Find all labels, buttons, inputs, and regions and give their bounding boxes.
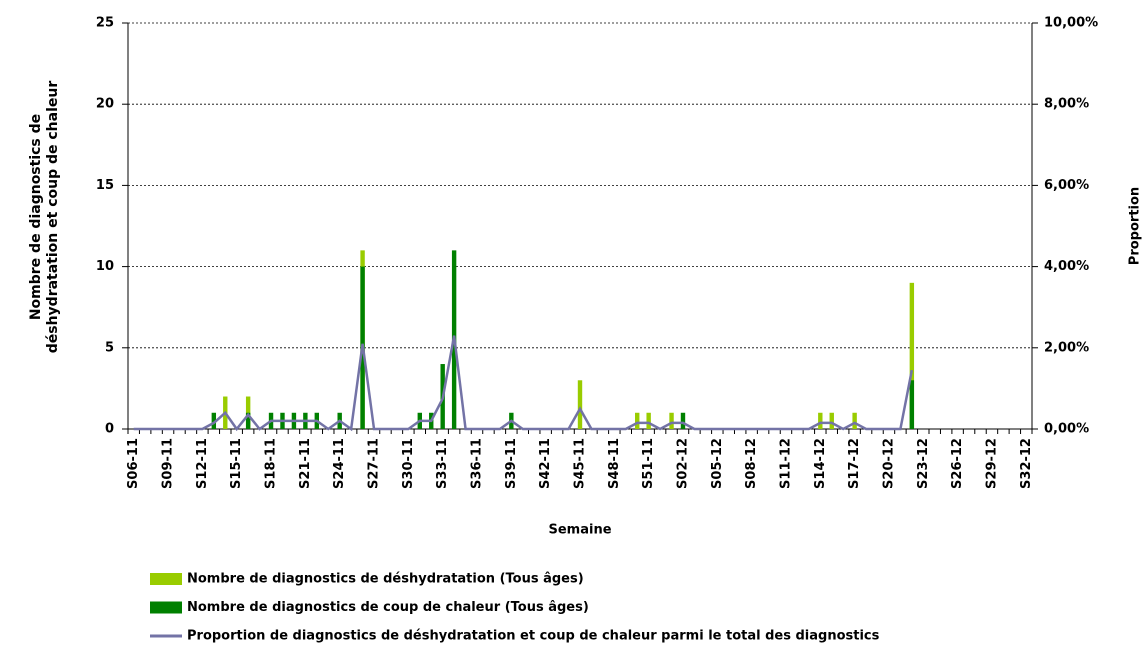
- y-tick-label: 25: [96, 16, 114, 31]
- y2-axis-label: Proportion: [1128, 187, 1143, 265]
- x-tick-label: S21-11: [298, 438, 313, 489]
- x-tick-label: S42-11: [538, 438, 553, 489]
- x-tick-label: S09-11: [161, 438, 176, 489]
- bar: [680, 412, 686, 429]
- y-tick-label: 20: [96, 97, 114, 112]
- x-tick-label: S20-12: [881, 438, 896, 489]
- x-tick-label: S39-11: [504, 438, 519, 489]
- bar: [245, 412, 251, 429]
- x-tick-label: S51-11: [641, 438, 656, 489]
- legend-label: Proportion de diagnostics de déshydratat…: [187, 629, 880, 644]
- x-tick-label: S23-12: [916, 438, 931, 489]
- x-tick-label: S26-12: [950, 438, 965, 489]
- y2-tick-label: 8,00%: [1044, 97, 1089, 112]
- bar: [852, 412, 857, 429]
- y2-tick-label: 2,00%: [1044, 340, 1089, 355]
- x-tick-label: S05-12: [710, 438, 725, 489]
- bar: [577, 380, 583, 429]
- y-tick-label: 0: [105, 422, 114, 437]
- y2-tick-label: 10,00%: [1044, 16, 1098, 31]
- x-tick-label: S15-11: [229, 438, 244, 489]
- x-tick-label: S36-11: [470, 438, 485, 489]
- x-tick-label: S45-11: [573, 438, 588, 489]
- bar: [829, 412, 834, 429]
- x-tick-label: S24-11: [332, 438, 347, 489]
- y-tick-label: 10: [96, 259, 114, 274]
- line: [133, 335, 914, 432]
- bar: [646, 412, 651, 429]
- legend-swatch: [150, 573, 182, 585]
- bar: [211, 412, 217, 429]
- legend-label: Nombre de diagnostics de déshydratation …: [187, 572, 584, 587]
- y2-tick-label: 0,00%: [1044, 422, 1089, 437]
- bar: [635, 412, 640, 429]
- y-tick-label: 15: [96, 178, 114, 193]
- bar: [909, 282, 915, 429]
- legend-swatch: [150, 601, 182, 614]
- x-tick-label: S29-12: [984, 438, 999, 489]
- x-tick-label: S02-12: [675, 438, 690, 489]
- x-axis-label: Semaine: [548, 523, 611, 538]
- bar: [669, 412, 674, 429]
- y-tick-label: 5: [105, 340, 114, 355]
- y2-tick-label: 6,00%: [1044, 178, 1089, 193]
- x-tick-label: S30-11: [401, 438, 416, 489]
- x-tick-label: S18-11: [264, 438, 279, 489]
- x-tick-label: S27-11: [367, 438, 382, 489]
- y2-tick-label: 4,00%: [1044, 259, 1089, 274]
- x-tick-label: S32-12: [1019, 438, 1034, 489]
- legend-label: Nombre de diagnostics de coup de chaleur…: [187, 600, 589, 615]
- x-tick-label: S17-12: [847, 438, 862, 489]
- x-tick-label: S33-11: [435, 438, 450, 489]
- bar: [818, 412, 823, 429]
- x-tick-label: S12-11: [195, 438, 210, 489]
- x-tick-label: S14-12: [813, 438, 828, 489]
- x-tick-label: S08-12: [744, 438, 759, 489]
- bar: [909, 380, 915, 429]
- x-tick-label: S11-12: [778, 438, 793, 489]
- y-axis-label: Nombre de diagnostics de déshydratation …: [28, 80, 61, 354]
- x-tick-label: S48-11: [607, 438, 622, 489]
- x-tick-label: S06-11: [126, 438, 141, 489]
